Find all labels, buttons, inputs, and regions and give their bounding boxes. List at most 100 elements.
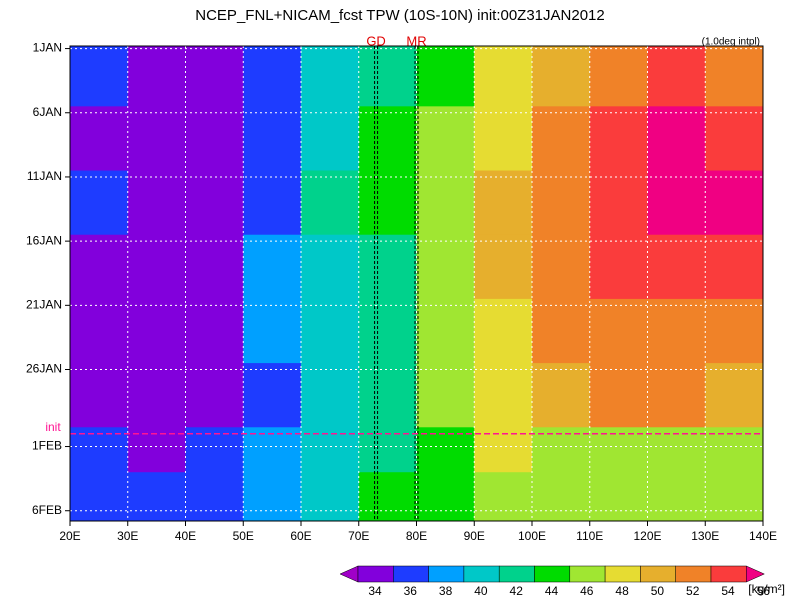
cell	[474, 234, 533, 300]
x-tick-label: 40E	[175, 529, 196, 543]
cell	[416, 170, 475, 236]
cell	[705, 234, 764, 300]
cell	[243, 46, 302, 107]
colorbar-swatch	[428, 565, 465, 583]
cell	[70, 298, 129, 364]
x-tick-label: 80E	[406, 529, 427, 543]
x-tick-label: 110E	[576, 529, 603, 543]
cell	[647, 46, 706, 107]
colorbar-label: 56	[757, 584, 771, 598]
marker-label: MR	[406, 33, 426, 48]
y-tick-label: 6JAN	[33, 105, 62, 119]
cell	[70, 106, 129, 172]
plot-frame	[69, 45, 764, 522]
y-tick-label: 26JAN	[26, 362, 62, 376]
cell	[301, 298, 360, 364]
x-tick-label: 50E	[233, 529, 254, 543]
cell	[474, 46, 533, 107]
colorbar-label: 34	[368, 584, 382, 598]
cell	[474, 363, 533, 428]
cell	[127, 298, 186, 364]
y-tick-label: 21JAN	[26, 297, 62, 311]
cell	[301, 170, 360, 236]
cell	[532, 298, 591, 364]
cell	[416, 106, 475, 172]
cell	[647, 298, 706, 364]
colorbar-swatch	[498, 565, 535, 583]
cell	[243, 298, 302, 364]
cell	[705, 472, 764, 522]
cell	[647, 427, 706, 473]
cell	[185, 298, 244, 364]
y-tick-label: 16JAN	[26, 233, 62, 247]
colorbar-triangle	[746, 565, 765, 583]
colorbar-label: 46	[580, 584, 594, 598]
cell	[70, 363, 129, 428]
cell	[70, 170, 129, 236]
cell	[474, 472, 533, 522]
x-tick-label: 30E	[117, 529, 138, 543]
x-tick-label: 20E	[59, 529, 80, 543]
cell	[127, 472, 186, 522]
cell	[416, 427, 475, 473]
cell	[358, 298, 417, 364]
cell	[647, 234, 706, 300]
cell	[358, 363, 417, 428]
cell	[243, 106, 302, 172]
x-tick-label: 70E	[348, 529, 369, 543]
cell	[416, 234, 475, 300]
x-tick-label: 120E	[633, 529, 661, 543]
colorbar-label: 50	[651, 584, 665, 598]
colorbar-label: 54	[721, 584, 735, 598]
cell	[243, 427, 302, 473]
cell	[705, 46, 764, 107]
x-tick-label: 140E	[749, 529, 777, 543]
marker-label: GD	[366, 33, 386, 48]
cell	[474, 298, 533, 364]
chart-title: NCEP_FNL+NICAM_fcst TPW (10S-10N) init:0…	[195, 7, 604, 24]
colorbar-label: 42	[510, 584, 524, 598]
cell	[185, 46, 244, 107]
colorbar-label: 48	[615, 584, 629, 598]
cell	[532, 472, 591, 522]
cell	[416, 46, 475, 107]
cell	[589, 106, 648, 172]
cell	[647, 170, 706, 236]
cell	[647, 106, 706, 172]
colorbar-label: 36	[404, 584, 418, 598]
cell	[532, 234, 591, 300]
cell	[589, 234, 648, 300]
y-tick-label: 1FEB	[32, 439, 62, 453]
cell	[301, 234, 360, 300]
cell	[185, 106, 244, 172]
colorbar-label: 40	[474, 584, 488, 598]
cell	[358, 106, 417, 172]
cell	[532, 427, 591, 473]
cell	[70, 472, 129, 522]
cell	[185, 170, 244, 236]
colorbar-swatch	[463, 565, 500, 583]
cell	[358, 472, 417, 522]
cell	[589, 363, 648, 428]
cell	[532, 170, 591, 236]
colorbar-swatch	[534, 565, 571, 583]
cell	[127, 106, 186, 172]
cell	[127, 363, 186, 428]
cell	[185, 363, 244, 428]
cell	[127, 234, 186, 300]
cell	[243, 234, 302, 300]
cell	[127, 46, 186, 107]
cell	[416, 472, 475, 522]
colorbar-label: 52	[686, 584, 700, 598]
colorbar-label: 38	[439, 584, 453, 598]
colorbar-swatch	[710, 565, 747, 583]
cell	[243, 170, 302, 236]
x-tick-label: 90E	[464, 529, 485, 543]
cell	[301, 46, 360, 107]
cell	[358, 170, 417, 236]
cell	[705, 106, 764, 172]
cell	[301, 363, 360, 428]
cell	[474, 106, 533, 172]
